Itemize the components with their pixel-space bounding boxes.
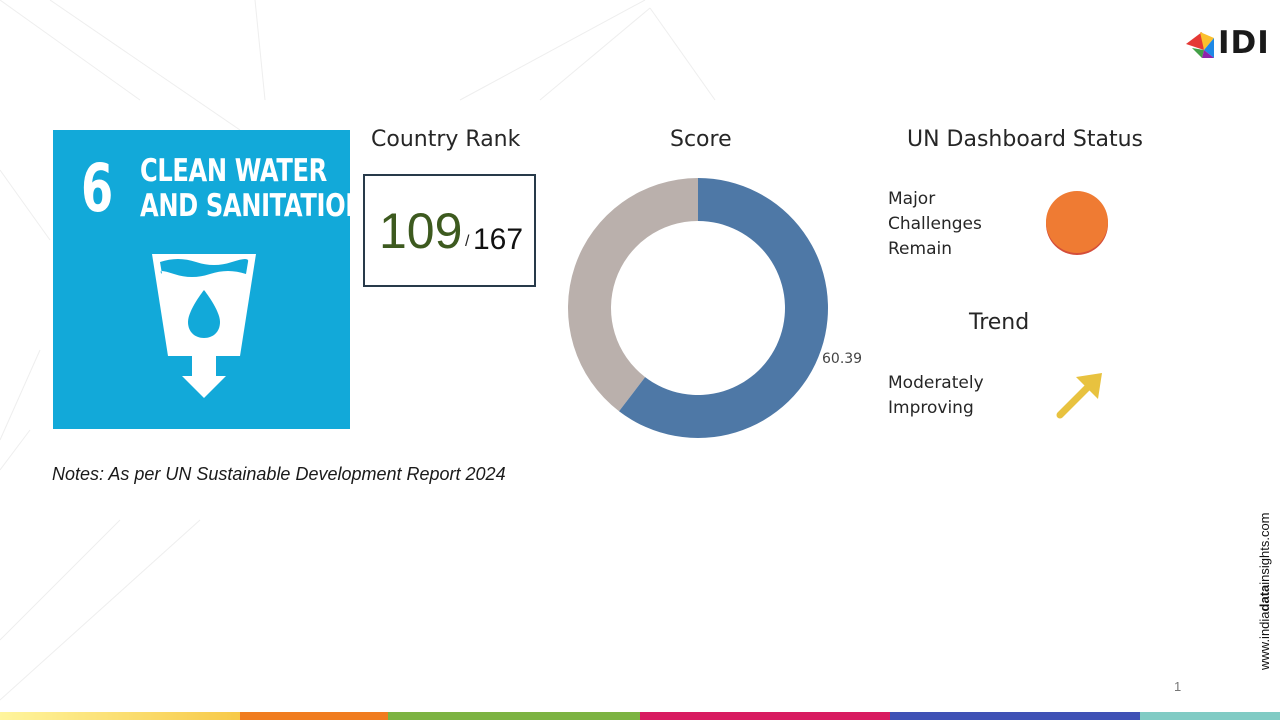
sdg-title: CLEAN WATER AND SANITATION	[140, 154, 365, 224]
rank-total: 167	[473, 223, 524, 256]
rank-value: 109	[379, 203, 463, 259]
website-bold: data	[1257, 584, 1272, 612]
water-glass-icon	[152, 254, 256, 398]
website-prefix: www.india	[1257, 611, 1272, 670]
website-suffix: insights.com	[1257, 512, 1272, 585]
rank-separator: /	[465, 233, 470, 250]
website-url: www.indiadatainsights.com	[1257, 512, 1272, 670]
donut-remainder-segment	[568, 178, 698, 412]
sdg-6-tile: 6 CLEAN WATER AND SANITATION	[53, 130, 365, 429]
country-rank-heading: Country Rank	[371, 127, 521, 152]
trend-heading: Trend	[969, 310, 1030, 335]
donut-score-segment	[619, 178, 828, 438]
status-indicator-dot	[1046, 191, 1108, 253]
sdg-title-line1: CLEAN WATER	[140, 153, 327, 189]
page-number: 1	[1174, 679, 1182, 694]
notes-text: Notes: As per UN Sustainable Development…	[52, 464, 506, 484]
sdg-title-line2: AND SANITATION	[140, 188, 366, 224]
country-rank-box: 109 / 167	[363, 174, 536, 287]
logo-text: IDI	[1218, 25, 1270, 61]
score-value-label: 60.39	[822, 351, 863, 367]
status-line-1: Major	[888, 189, 936, 209]
arrow-up-right-icon	[1056, 373, 1102, 419]
footer-color-bar	[0, 712, 1280, 720]
idi-logo-icon	[1186, 32, 1214, 58]
status-line-3: Remain	[888, 239, 952, 259]
un-dashboard-heading: UN Dashboard Status	[907, 127, 1144, 152]
score-donut-chart	[568, 178, 828, 438]
score-heading: Score	[670, 127, 732, 152]
trend-line-2: Improving	[888, 398, 974, 418]
status-text: Major Challenges Remain	[888, 187, 982, 262]
sdg-number: 6	[81, 150, 114, 227]
trend-text: Moderately Improving	[888, 371, 984, 421]
status-line-2: Challenges	[888, 214, 982, 234]
trend-line-1: Moderately	[888, 373, 984, 393]
